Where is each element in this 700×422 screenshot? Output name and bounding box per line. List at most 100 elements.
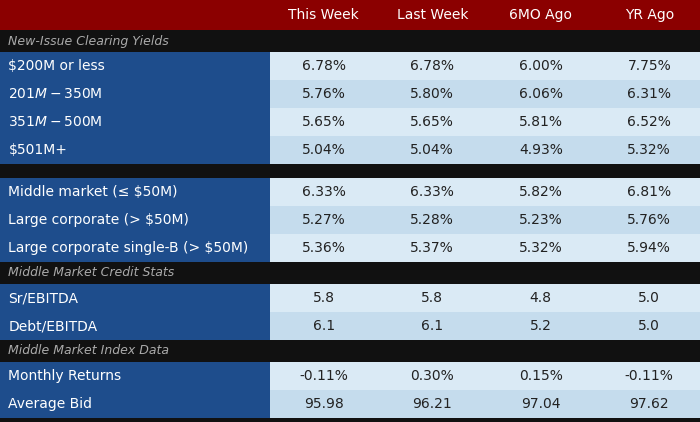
Text: 5.27%: 5.27% [302, 213, 346, 227]
Text: 5.28%: 5.28% [410, 213, 454, 227]
Bar [270, 284, 378, 312]
Bar [486, 362, 595, 390]
Text: 6.52%: 6.52% [627, 115, 671, 129]
Text: Last Week: Last Week [396, 8, 468, 22]
Text: 5.37%: 5.37% [410, 241, 454, 255]
Bar [378, 284, 486, 312]
Bar [595, 80, 700, 108]
Text: 7.75%: 7.75% [627, 59, 671, 73]
Bar [486, 136, 595, 164]
Bar [378, 52, 486, 80]
Bar [486, 52, 595, 80]
Text: 0.30%: 0.30% [410, 369, 454, 383]
Bar [270, 362, 378, 390]
Bar [595, 284, 700, 312]
Text: $501M+: $501M+ [8, 143, 67, 157]
Text: 5.76%: 5.76% [302, 87, 346, 101]
Bar [378, 312, 486, 340]
Text: YR Ago: YR Ago [624, 8, 674, 22]
Text: 5.65%: 5.65% [302, 115, 346, 129]
Text: 6.81%: 6.81% [627, 185, 671, 199]
Text: 95.98: 95.98 [304, 397, 344, 411]
Bar [0, 52, 270, 80]
Text: 5.0: 5.0 [638, 291, 660, 305]
Text: Monthly Returns: Monthly Returns [8, 369, 122, 383]
Text: 6.06%: 6.06% [519, 87, 563, 101]
Bar [0, 390, 270, 418]
Bar [270, 178, 378, 206]
Text: 5.76%: 5.76% [627, 213, 671, 227]
Bar [378, 206, 486, 234]
Text: 97.04: 97.04 [521, 397, 561, 411]
Text: Sr/EBITDA: Sr/EBITDA [8, 291, 78, 305]
Bar [270, 312, 378, 340]
Text: 5.36%: 5.36% [302, 241, 346, 255]
Text: 5.81%: 5.81% [519, 115, 563, 129]
Text: 6.1: 6.1 [313, 319, 335, 333]
Bar [270, 206, 378, 234]
Text: 5.32%: 5.32% [627, 143, 671, 157]
Text: 6.33%: 6.33% [410, 185, 454, 199]
Text: -0.11%: -0.11% [300, 369, 348, 383]
Bar [378, 108, 486, 136]
Text: 5.32%: 5.32% [519, 241, 563, 255]
Text: 6.1: 6.1 [421, 319, 443, 333]
Bar [486, 312, 595, 340]
Text: 4.8: 4.8 [530, 291, 552, 305]
Text: 4.93%: 4.93% [519, 143, 563, 157]
Bar [595, 178, 700, 206]
Text: Large corporate (> $50M): Large corporate (> $50M) [8, 213, 189, 227]
Bar [378, 178, 486, 206]
Text: This Week: This Week [288, 8, 359, 22]
Bar [486, 206, 595, 234]
Bar [0, 136, 270, 164]
Text: Average Bid: Average Bid [8, 397, 92, 411]
Text: 6.33%: 6.33% [302, 185, 346, 199]
Text: 97.62: 97.62 [629, 397, 669, 411]
Bar [270, 390, 378, 418]
Text: $200M or less: $200M or less [8, 59, 105, 73]
Bar [378, 234, 486, 262]
Text: 0.15%: 0.15% [519, 369, 563, 383]
Bar [486, 284, 595, 312]
Bar [378, 80, 486, 108]
Text: 6MO Ago: 6MO Ago [510, 8, 573, 22]
Bar [595, 206, 700, 234]
Bar [0, 178, 270, 206]
Text: New-Issue Clearing Yields: New-Issue Clearing Yields [8, 35, 169, 48]
Text: 6.78%: 6.78% [410, 59, 454, 73]
Text: Middle Market Credit Stats: Middle Market Credit Stats [8, 267, 175, 279]
Text: 5.82%: 5.82% [519, 185, 563, 199]
Bar [0, 0, 700, 30]
Text: 5.2: 5.2 [530, 319, 552, 333]
Bar [270, 80, 378, 108]
Bar [0, 80, 270, 108]
Bar [270, 108, 378, 136]
Bar [0, 262, 700, 284]
Bar [595, 390, 700, 418]
Text: 5.94%: 5.94% [627, 241, 671, 255]
Text: Middle Market Index Data: Middle Market Index Data [8, 344, 169, 357]
Text: 6.31%: 6.31% [627, 87, 671, 101]
Bar [595, 52, 700, 80]
Bar [595, 362, 700, 390]
Text: 5.04%: 5.04% [302, 143, 346, 157]
Text: 5.65%: 5.65% [410, 115, 454, 129]
Bar [486, 80, 595, 108]
Bar [486, 390, 595, 418]
Text: Middle market (≤ $50M): Middle market (≤ $50M) [8, 185, 178, 199]
Bar [0, 30, 700, 52]
Text: $201M - $350M: $201M - $350M [8, 87, 103, 101]
Bar [0, 312, 270, 340]
Bar [270, 136, 378, 164]
Bar [270, 234, 378, 262]
Bar [595, 234, 700, 262]
Bar [270, 52, 378, 80]
Bar [0, 362, 270, 390]
Text: 5.8: 5.8 [421, 291, 443, 305]
Bar [0, 234, 270, 262]
Bar [0, 108, 270, 136]
Bar [378, 136, 486, 164]
Bar [0, 206, 270, 234]
Text: 5.0: 5.0 [638, 319, 660, 333]
